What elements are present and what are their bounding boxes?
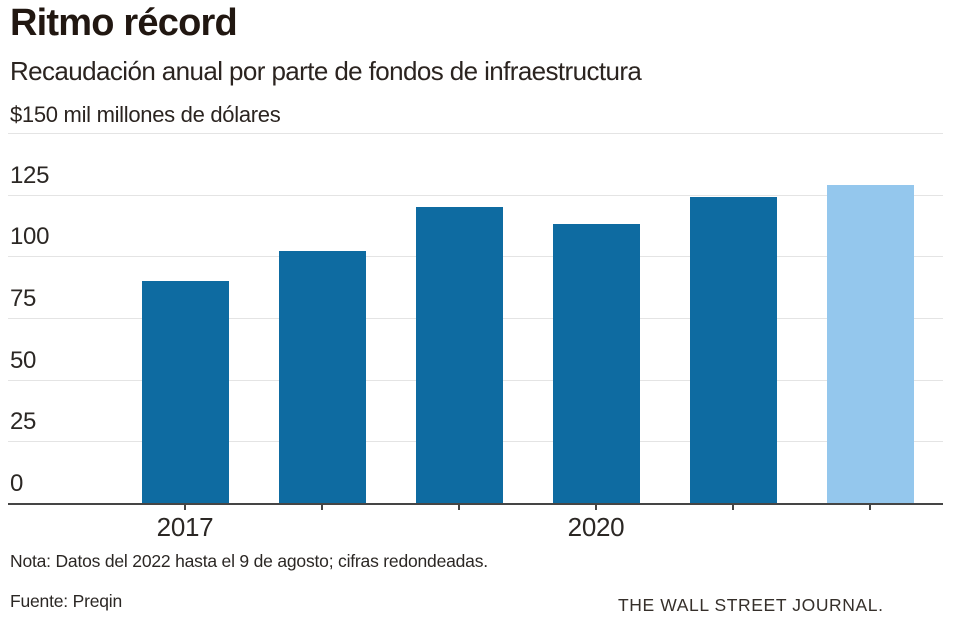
x-axis-label-2020: 2020: [567, 512, 625, 542]
bar-2022: [826, 184, 914, 503]
y-axis-tick-label-75: 75: [10, 285, 37, 312]
bar-2019: [415, 207, 503, 503]
y-axis-tick-label-25: 25: [10, 408, 37, 436]
gridline-150: [8, 133, 943, 134]
bar-2021: [689, 197, 777, 503]
bar-2018: [278, 251, 366, 503]
x-axis-tick-2018: [321, 505, 323, 510]
publisher-credit: THE WALL STREET JOURNAL.: [618, 595, 884, 615]
bar-2017: [141, 281, 229, 503]
gridline-125: [8, 194, 943, 196]
bar-2020: [552, 224, 640, 503]
page-title: Ritmo récord: [10, 2, 238, 44]
chart-subtitle: Recaudación anual por parte de fondos de…: [10, 56, 642, 86]
y-axis-tick-label-100: 100: [10, 223, 50, 251]
footnote: Nota: Datos del 2022 hasta el 9 de agost…: [10, 551, 488, 571]
y-axis-tick-label-50: 50: [10, 346, 37, 374]
x-axis-tick-2019: [458, 505, 460, 510]
source-label: Fuente: Preqin: [10, 591, 122, 611]
y-axis-tick-label-0: 0: [10, 470, 24, 497]
y-axis-tick-label-125: 125: [10, 161, 50, 189]
plot-area: 0 25 50 75 100 125 2017 2020: [8, 133, 943, 542]
x-axis-label-2017: 2017: [156, 512, 214, 542]
x-axis-tick-2017: [184, 505, 186, 510]
x-axis-tick-2020: [595, 505, 597, 510]
x-axis-tick-2021: [732, 505, 734, 510]
x-axis-line: [8, 503, 943, 505]
x-axis-tick-2022: [869, 505, 871, 510]
y-axis-unit-label: $150 mil millones de dólares: [10, 102, 281, 127]
